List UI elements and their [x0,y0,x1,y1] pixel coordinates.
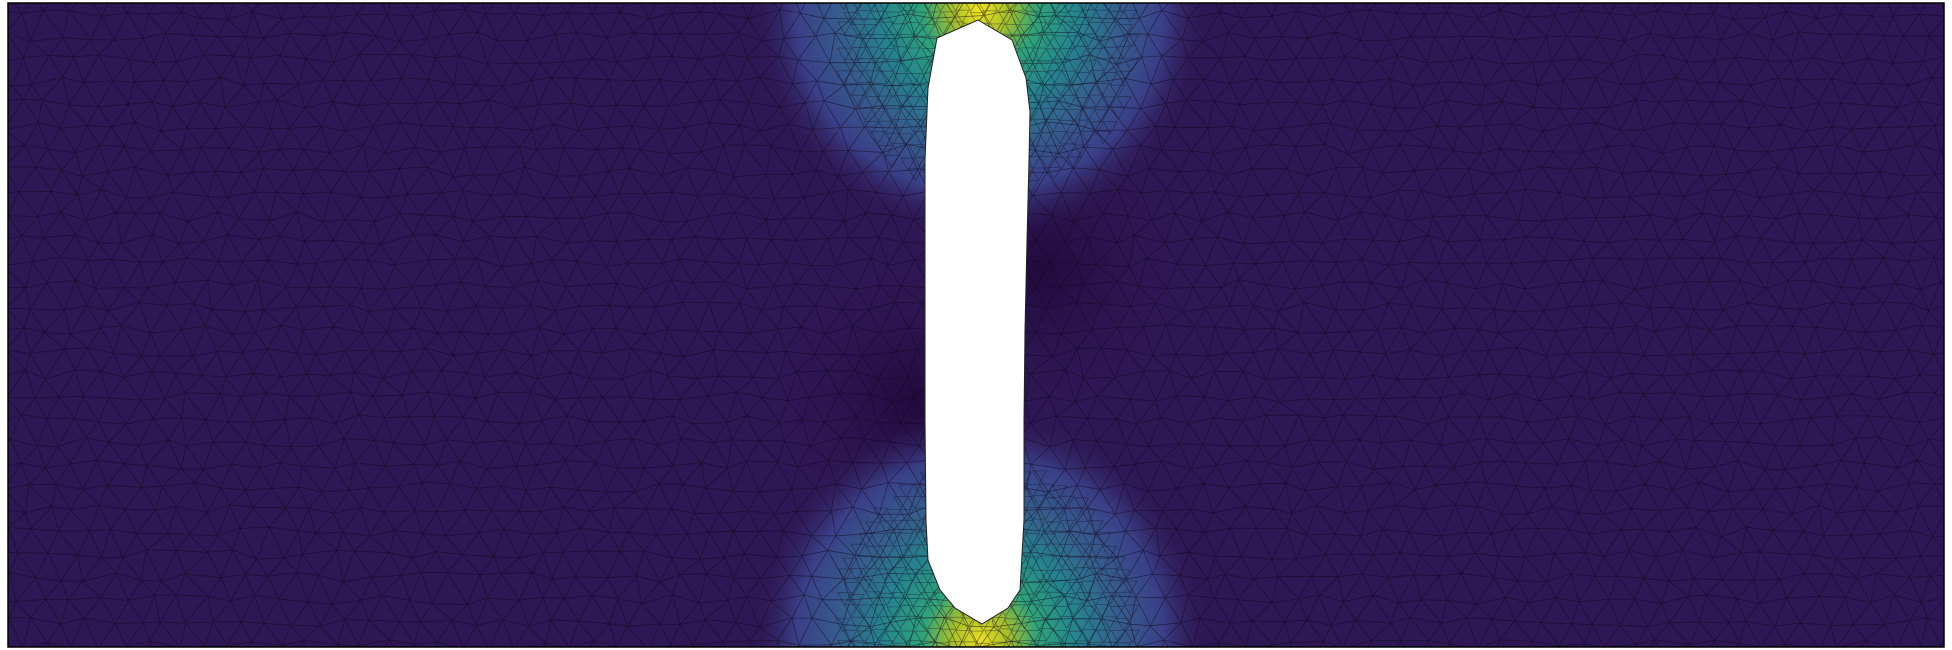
central-slot-hole [924,19,1031,625]
plate-border [7,2,1945,648]
